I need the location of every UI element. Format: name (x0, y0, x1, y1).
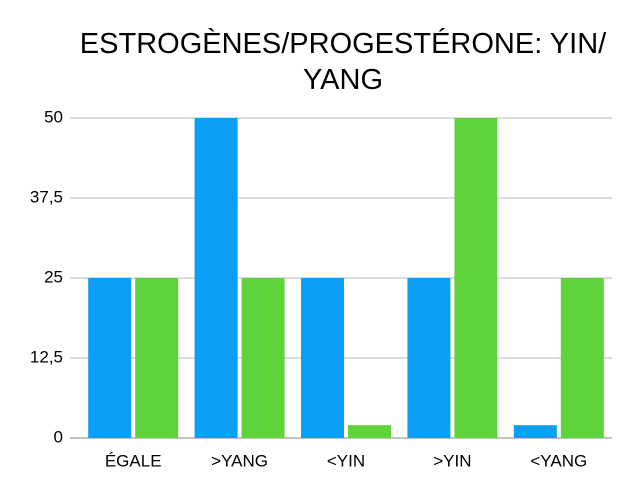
bar (135, 278, 179, 438)
y-tick-label: 12,5 (30, 347, 63, 366)
bar (348, 425, 391, 438)
x-tick-label: <YIN (327, 451, 365, 470)
x-tick-label: ÉGALE (105, 451, 162, 470)
x-tick-label: >YIN (433, 451, 471, 470)
bar (241, 278, 285, 438)
bar (301, 278, 344, 438)
y-tick-label: 37,5 (30, 187, 63, 206)
bar (88, 278, 132, 438)
x-tick-label: >YANG (211, 451, 268, 470)
bar (454, 118, 498, 438)
bar (513, 425, 557, 438)
bar (407, 278, 451, 438)
y-tick-label: 25 (44, 267, 63, 286)
bar (560, 278, 604, 438)
chart-title: ESTROGÈNES/PROGESTÉRONE: YIN/ YANG (79, 28, 607, 96)
y-tick-label: 50 (44, 107, 63, 126)
bar (194, 118, 238, 438)
y-tick-label: 0 (54, 427, 63, 446)
x-tick-label: <YANG (530, 451, 587, 470)
